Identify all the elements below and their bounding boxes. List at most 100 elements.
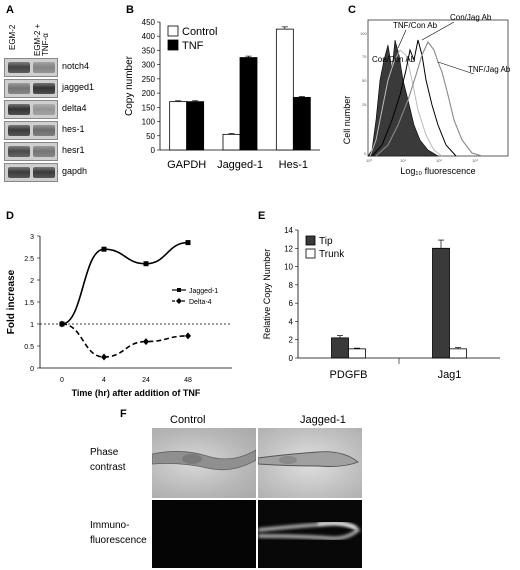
- annotation-con-con-ab: Con/Con Ab: [372, 55, 416, 64]
- panel-b-ytick-label: 100: [142, 118, 156, 127]
- gel-band-jagged1-lane2: [33, 83, 55, 94]
- cell-control-phase: [152, 449, 256, 471]
- panel-b-legend-label-control: Control: [182, 26, 217, 38]
- panel-c-yticks: 100 75 50 25 0: [360, 31, 367, 156]
- gene-label-hesr1: hesr1: [62, 145, 85, 155]
- gel-band-hesr1-lane2: [33, 146, 55, 157]
- panel-e-ytick-label: 0: [289, 354, 294, 363]
- gel-band-hes-1-lane1: [8, 125, 30, 136]
- panel-f-col-label-control: Control: [170, 414, 206, 426]
- bar-hes-1-control: [275, 28, 294, 151]
- gel-strip-hesr1: [4, 142, 58, 161]
- gel-strip-delta4: [4, 100, 58, 119]
- gel-band-delta4-lane2: [33, 104, 55, 115]
- panel-e-ytick-label: 12: [284, 244, 293, 253]
- panel-b-category-label: GAPDH: [167, 159, 206, 171]
- gene-label-jagged1: jagged1: [62, 82, 95, 92]
- bar-pdgfb-tip: [331, 337, 349, 359]
- svg-text:10¹: 10¹: [400, 158, 406, 163]
- panel-e-ytick-label: 14: [284, 226, 293, 235]
- panel-b-category-label: Hes-1: [279, 159, 308, 171]
- panel-c-letter: C: [348, 4, 356, 16]
- gel-band-notch4-lane2: [33, 62, 55, 73]
- histogram-con-con: [367, 39, 440, 157]
- panel-f-row-label-immuno-text: Immuno-fluorescence: [90, 520, 147, 546]
- panel-d-point-delta-4: [59, 320, 65, 328]
- panel-f-row-label-immuno: Immuno-fluorescence: [90, 518, 148, 548]
- panel-d-xlabel: Time (hr) after addition of TNF: [72, 388, 201, 398]
- svg-text:0: 0: [364, 151, 367, 156]
- gel-band-hesr1-lane1: [8, 146, 30, 157]
- panel-b-ytick-label: 300: [142, 61, 156, 70]
- gel-strip-jagged1: [4, 79, 58, 98]
- bar-jagged-1-tnf: [239, 57, 258, 151]
- phase-contrast-control-image: [152, 428, 256, 498]
- panel-b-ylabel: Copy number: [124, 55, 135, 116]
- panel-d-legend-marker-jagged-1: [177, 288, 181, 292]
- gel-band-gapdh-lane1: [8, 167, 30, 178]
- lane-label-egm2-tnf: EGM-2 + TNF-α: [33, 23, 50, 56]
- panel-d-chart: 0 0.5 1 1.5 2 2.5 3 Fold increase 0 4 24 48 Time (hr…: [6, 234, 232, 398]
- svg-text:10⁰: 10⁰: [366, 158, 372, 163]
- gel-strip-hes-1: [4, 121, 58, 140]
- panel-d-point-delta-4: [101, 353, 107, 361]
- annotation-tnf-con-ab: TNF/Con Ab: [393, 21, 438, 30]
- histogram-con-jag: [371, 39, 457, 157]
- panel-d-ytick-label: 3: [30, 234, 34, 241]
- gene-label-delta4: delta4: [62, 103, 87, 113]
- panel-c-ylabel: Cell number: [342, 96, 352, 145]
- gel-band-hes-1-lane2: [33, 125, 55, 136]
- panel-b-ytick-label: 350: [142, 46, 156, 55]
- panel-c-xticks: 10⁰ 10¹ 10² 10³: [366, 158, 478, 163]
- panel-d-ylabel: Fold increase: [6, 269, 17, 334]
- gene-label-notch4: notch4: [62, 61, 90, 71]
- panel-d-ytick-label: 2.5: [24, 256, 34, 263]
- panel-e-category-label: Jag1: [438, 369, 462, 381]
- panel-d-ytick-label: 0: [30, 366, 34, 373]
- panel-e-ytick-label: 10: [284, 263, 293, 272]
- bar-gapdh-tnf: [186, 101, 205, 151]
- panel-b-ytick-label: 0: [151, 146, 156, 155]
- panel-d-ytick-label: 2: [30, 278, 34, 285]
- panel-d-legend-marker-delta-4: [176, 298, 182, 304]
- gel-band-jagged1-lane1: [8, 83, 30, 94]
- panel-a-letter: A: [6, 4, 14, 16]
- panel-b-ytick-label: 250: [142, 75, 156, 84]
- panel-e-chart: 0 2 4 6 8 10 12 14 Relative Copy Number PDGFB Jag1…: [262, 226, 500, 381]
- panel-e-letter: E: [258, 210, 266, 222]
- svg-text:25: 25: [362, 102, 367, 107]
- bar-gapdh-control: [169, 101, 188, 151]
- panel-b-ytick-label: 50: [146, 132, 155, 141]
- panel-b-chart: 0 50 100 150 200 250 300 350 400 450 Copy number GA…: [124, 18, 320, 171]
- svg-text:10³: 10³: [472, 158, 478, 163]
- panel-b-category-label: Jagged-1: [217, 159, 263, 171]
- panel-b-ytick-label: 150: [142, 103, 156, 112]
- bar-jagged-1-control: [222, 133, 241, 151]
- histogram-tnf-con: [369, 49, 443, 157]
- panel-b-legend-swatch-control: [167, 25, 179, 37]
- panel-e-legend-label-trunk: Trunk: [319, 249, 345, 260]
- gene-label-gapdh: gapdh: [62, 166, 88, 176]
- panel-d-line-delta-4: [61, 323, 189, 358]
- panel-d-ytick-label: 1.5: [24, 300, 34, 307]
- lane-label-egm2: EGM-2: [8, 24, 17, 50]
- panel-b-legend-swatch-tnf: [167, 39, 179, 51]
- bar-pdgfb-trunk: [348, 348, 366, 359]
- panel-d-point-jagged-1: [143, 261, 149, 267]
- panel-d-ytick-label: 0.5: [24, 344, 34, 351]
- bar-jag1-tip: [432, 247, 450, 359]
- panel-e-ytick-label: 8: [289, 281, 294, 290]
- panel-d-xtick-label: 0: [60, 377, 64, 384]
- panel-d-point-jagged-1: [185, 240, 191, 246]
- histogram-tnf-jag: [375, 40, 483, 157]
- immunofluorescence-control-image: [152, 500, 256, 568]
- panel-e-ytick-label: 4: [289, 317, 294, 326]
- panel-d-point-delta-4: [185, 332, 191, 340]
- gene-label-hes-1: hes-1: [62, 124, 85, 134]
- panel-d-xtick-label: 4: [102, 377, 106, 384]
- svg-text:75: 75: [362, 54, 367, 59]
- annotation-arrow-2: [421, 21, 455, 41]
- panel-f-row-label-phase: Phase contrast: [90, 445, 148, 475]
- panel-d-line-jagged-1: [61, 241, 189, 325]
- panel-e-ytick-label: 6: [289, 299, 294, 308]
